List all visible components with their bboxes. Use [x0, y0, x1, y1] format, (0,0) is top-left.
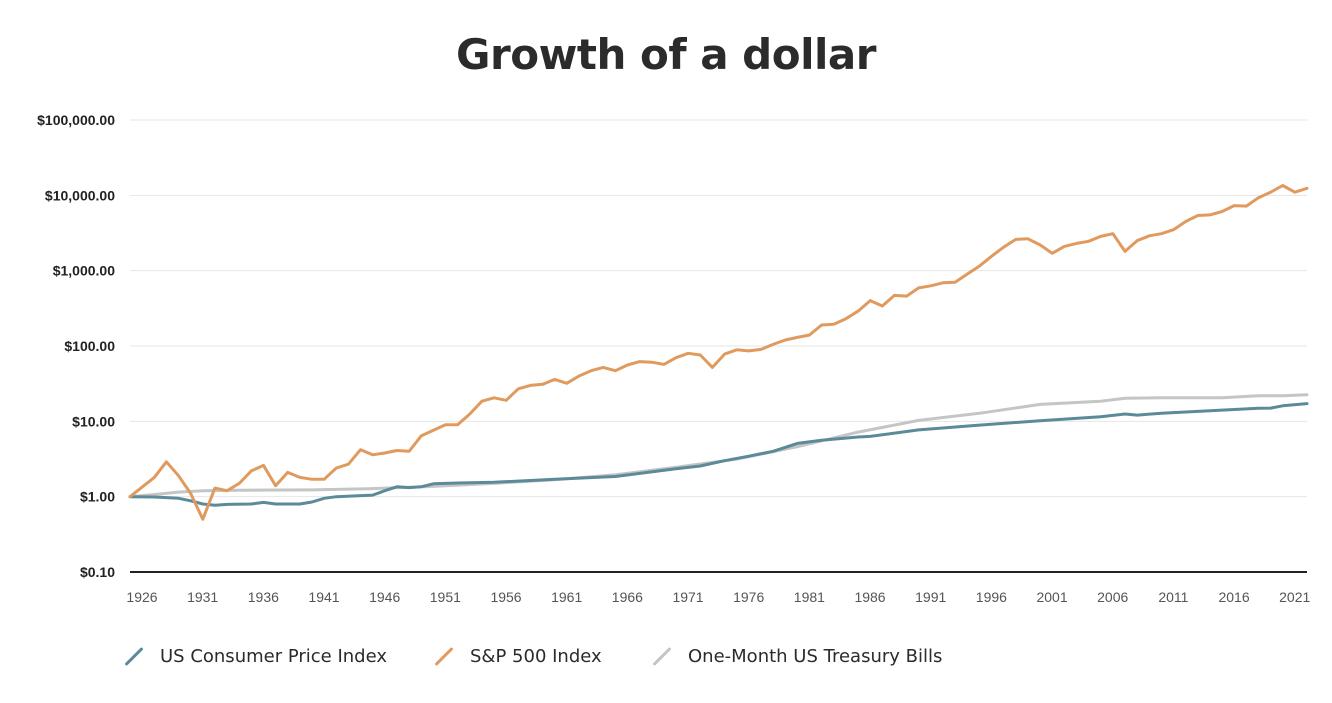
line-chart: $100,000.00 $10,000.00 $1,000.00 $100.00 $10… — [37, 112, 1310, 605]
x-tick-label: 1971 — [672, 589, 703, 605]
series-line-us-consumer-price-index — [128, 402, 1309, 507]
x-tick-label: 1986 — [854, 589, 885, 605]
legend-item: S&P 500 Index — [434, 640, 602, 672]
y-axis-labels: $100,000.00 $10,000.00 $1,000.00 $100.00 $10… — [37, 112, 115, 580]
x-tick-label: 2016 — [1218, 589, 1249, 605]
x-tick-label: 1996 — [976, 589, 1007, 605]
series-line-s-p-500-index — [128, 184, 1309, 521]
y-tick-label: $0.10 — [80, 564, 115, 580]
x-tick-label: 2011 — [1158, 589, 1188, 605]
x-tick-label: 1991 — [915, 589, 946, 605]
legend-swatch — [124, 646, 144, 666]
legend-swatch — [434, 646, 454, 666]
x-tick-label: 2006 — [1097, 589, 1128, 605]
y-tick-label: $100.00 — [64, 338, 115, 354]
y-tick-label: $1.00 — [80, 489, 115, 505]
grid-lines — [130, 119, 1307, 498]
chart-legend: US Consumer Price Index S&P 500 Index One-… — [0, 640, 1332, 676]
series-lines — [128, 184, 1309, 521]
legend-swatch — [652, 646, 672, 666]
x-tick-label: 1961 — [551, 589, 582, 605]
legend-label: One-Month US Treasury Bills — [688, 645, 943, 667]
chart-title: Growth of a dollar — [456, 30, 876, 79]
legend-label: S&P 500 Index — [470, 645, 602, 667]
series-line-one-month-us-treasury-bills — [128, 393, 1309, 499]
x-tick-label: 1931 — [187, 589, 218, 605]
x-tick-label: 2021 — [1279, 589, 1310, 605]
y-tick-label: $1,000.00 — [53, 263, 115, 279]
legend-label: US Consumer Price Index — [160, 645, 388, 667]
x-tick-label: 1936 — [248, 589, 279, 605]
legend-item: US Consumer Price Index — [124, 640, 387, 672]
x-tick-label: 1966 — [612, 589, 643, 605]
x-tick-label: 2001 — [1036, 589, 1067, 605]
y-tick-label: $10,000.00 — [45, 187, 115, 203]
legend-item: One-Month US Treasury Bills — [652, 640, 942, 672]
y-tick-label: $10.00 — [72, 413, 115, 429]
x-tick-label: 1981 — [794, 589, 825, 605]
x-axis-labels: 1926 1931 1936 1941 1946 1951 1956 1961 1966 1971… — [126, 589, 1310, 605]
x-tick-label: 1976 — [733, 589, 764, 605]
x-tick-label: 1946 — [369, 589, 400, 605]
x-tick-label: 1956 — [490, 589, 521, 605]
x-tick-label: 1926 — [126, 589, 157, 605]
x-tick-label: 1951 — [430, 589, 461, 605]
y-tick-label: $100,000.00 — [37, 112, 115, 128]
x-tick-label: 1941 — [308, 589, 339, 605]
